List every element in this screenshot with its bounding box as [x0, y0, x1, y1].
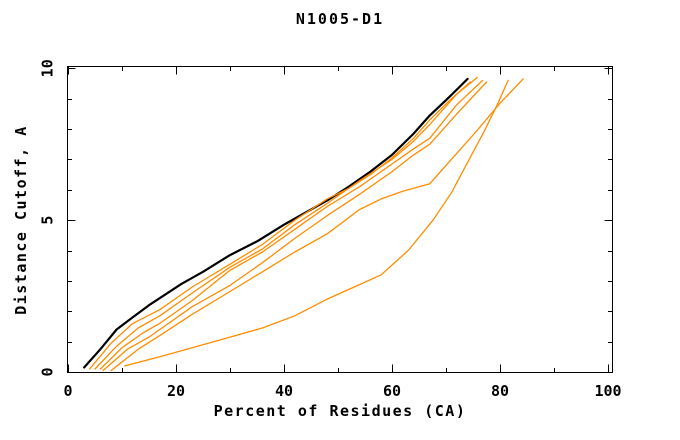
- curve-series_black: [83, 77, 469, 369]
- curve-series_orange_5: [110, 78, 524, 372]
- y-tick-label: 10: [39, 59, 57, 77]
- curve-series_orange_2: [94, 76, 478, 370]
- x-tick-label: 20: [167, 382, 185, 400]
- chart-title: N1005-D1: [295, 10, 385, 28]
- y-tick-label: 5: [39, 216, 57, 225]
- x-tick-label: 80: [491, 382, 509, 400]
- x-tick-label: 40: [275, 382, 293, 400]
- plot-frame: [67, 66, 613, 373]
- x-axis-label: Percent of Residues (CA): [213, 402, 467, 420]
- x-tick-label: 60: [383, 382, 401, 400]
- x-tick-label: 100: [594, 382, 621, 400]
- curve-series_orange_6: [124, 79, 509, 367]
- curve-series_orange_1: [88, 81, 471, 370]
- curve-series_orange_4: [102, 81, 488, 372]
- curve-series_orange_3: [99, 79, 484, 370]
- x-tick-label: 0: [63, 382, 72, 400]
- y-tick-label: 0: [39, 367, 57, 376]
